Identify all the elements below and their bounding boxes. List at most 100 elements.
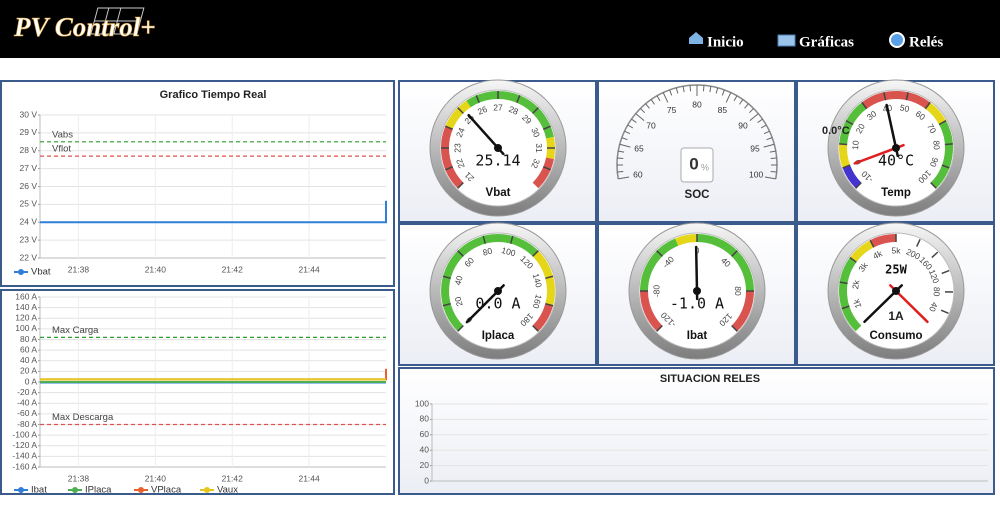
gauge-tick [941,269,950,275]
y-tick-label: 22 V [20,252,38,262]
y-tick-label: -20 A [17,387,37,397]
y-tick-label: 80 [420,414,430,424]
gauge-minor-tick [709,86,712,93]
gauge-tick-label: 80 [733,286,743,296]
gauge-tick [457,107,464,114]
gauge-unit: % [701,162,709,172]
gauge-band [532,303,554,332]
gauge-tick-label: 2k [850,279,861,290]
gauge-tick-label: 70 [646,121,656,131]
gauge-tick [941,164,950,169]
y-tick-label: 23 V [20,234,38,244]
gauge-secondary-value: 1A [888,309,904,323]
gauge-minor-tick [635,113,645,122]
gauge-minor-tick [618,176,630,180]
y-tick-label: 60 [420,429,430,439]
gauge-hub [892,287,900,295]
panel [0,289,395,495]
gauge-band [849,240,874,263]
gauge-tick-label: 40 [927,301,940,314]
gauge-minor-tick [645,103,650,109]
gauge-tick-label: 1k [851,297,864,309]
y-tick-label: 26 V [20,181,38,191]
gauge-title: Temp [881,187,911,199]
gauge-band [839,257,862,332]
gauge-tick-label: 100 [500,245,517,258]
gauge-tick [931,251,939,259]
gauge-minor-tick [675,87,679,94]
gauge-minor-tick [621,137,628,141]
gauge-tick-label: 20 [453,295,465,307]
gauge-band [640,238,679,292]
y-tick-label: 20 A [20,366,37,376]
gauge-minor-tick [725,92,732,103]
y-tick-label: -40 A [17,398,37,408]
gauge-tick-label: 80 [482,246,494,258]
nav-link[interactable]: Inicio [707,34,744,50]
gauge-minor-tick [749,113,759,122]
reference-label: Max Carga [52,325,99,336]
gauge-tick-label: 160 [531,293,544,310]
series-line [40,200,387,224]
gauge-tick-label: 75 [667,105,677,115]
y-tick-label: 24 V [20,217,38,227]
gauge-band [839,143,851,168]
gauge-minor-tick [617,157,624,160]
gauge-title: Consumo [869,330,922,342]
gauge-minor-tick [766,137,773,141]
gauge-band [441,126,464,189]
gauge-tick-label: 70 [925,122,938,135]
gauge-tick-label: 10 [850,140,861,150]
panel [398,367,995,495]
gauge-tick [839,281,848,285]
gauge-minor-tick [689,85,692,92]
gauge-minor-tick [760,124,767,129]
y-tick-label: 27 V [20,163,38,173]
gauge-tick [445,166,454,171]
gauge-tick [940,309,949,314]
x-tick-label: 21:40 [145,473,167,483]
gauge-minor-tick [764,176,776,180]
gauge-tick-label: 26 [476,104,489,117]
gauge-tick [516,95,521,104]
y-tick-label: 30 V [20,109,38,119]
x-tick-label: 21:42 [222,264,244,274]
y-tick-label: 60 A [20,344,37,354]
gauge-tick-label: 24 [454,126,467,139]
y-tick-label: 40 A [20,355,37,365]
nav-inicio[interactable]: Inicio [689,32,744,50]
gauge-tick-label: -80 [651,285,661,298]
gauge-band [640,290,663,332]
gauge-tick-label: 140 [531,272,544,289]
gauge-band [532,157,554,189]
gauge-minor-tick [627,124,634,129]
gauge-minor-tick [618,150,625,153]
y-tick-label: 0 [424,475,429,485]
gauge-band [870,234,897,248]
gauge-tick-label: 27 [493,102,503,112]
gauge-tick-label: 30 [529,126,542,139]
gauge-tick [883,92,887,101]
nav-link[interactable]: Relés [909,34,943,50]
nav-graficas[interactable]: Gráficas [777,34,854,50]
gauge-tick [457,250,464,257]
x-tick-label: 21:42 [222,473,244,483]
legend-item: IPlaca [68,485,112,496]
gauge-minor-tick [715,87,719,94]
reference-label: Max Descarga [52,412,114,423]
gauge-tick [861,101,868,110]
gauge-title: Iplaca [482,330,515,342]
gauge-minor-tick [702,85,705,92]
gauge-tick-label: 80 [932,287,942,297]
y-tick-label: 160 A [15,291,37,301]
legend-label: IPlaca [85,485,112,496]
gauge-tick [457,325,464,332]
gauge-tick-label: 28 [507,104,520,117]
gauge-value: 0.0 A [475,295,520,313]
gauge-minor-tick [650,99,655,105]
gauge-minor-tick [669,89,673,96]
nav-link[interactable]: Gráficas [799,34,854,50]
nav-reles[interactable]: Relés [889,32,943,50]
gauge-value: 25.14 [475,152,520,170]
